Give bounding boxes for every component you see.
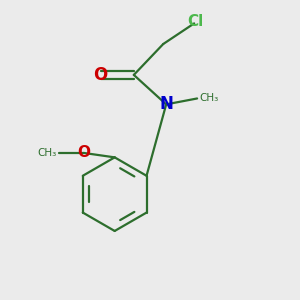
Text: O: O (93, 66, 107, 84)
Text: CH₃: CH₃ (200, 94, 219, 103)
Text: CH₃: CH₃ (37, 148, 56, 158)
Text: N: N (159, 95, 173, 113)
Text: Cl: Cl (188, 14, 204, 29)
Text: O: O (77, 146, 90, 160)
